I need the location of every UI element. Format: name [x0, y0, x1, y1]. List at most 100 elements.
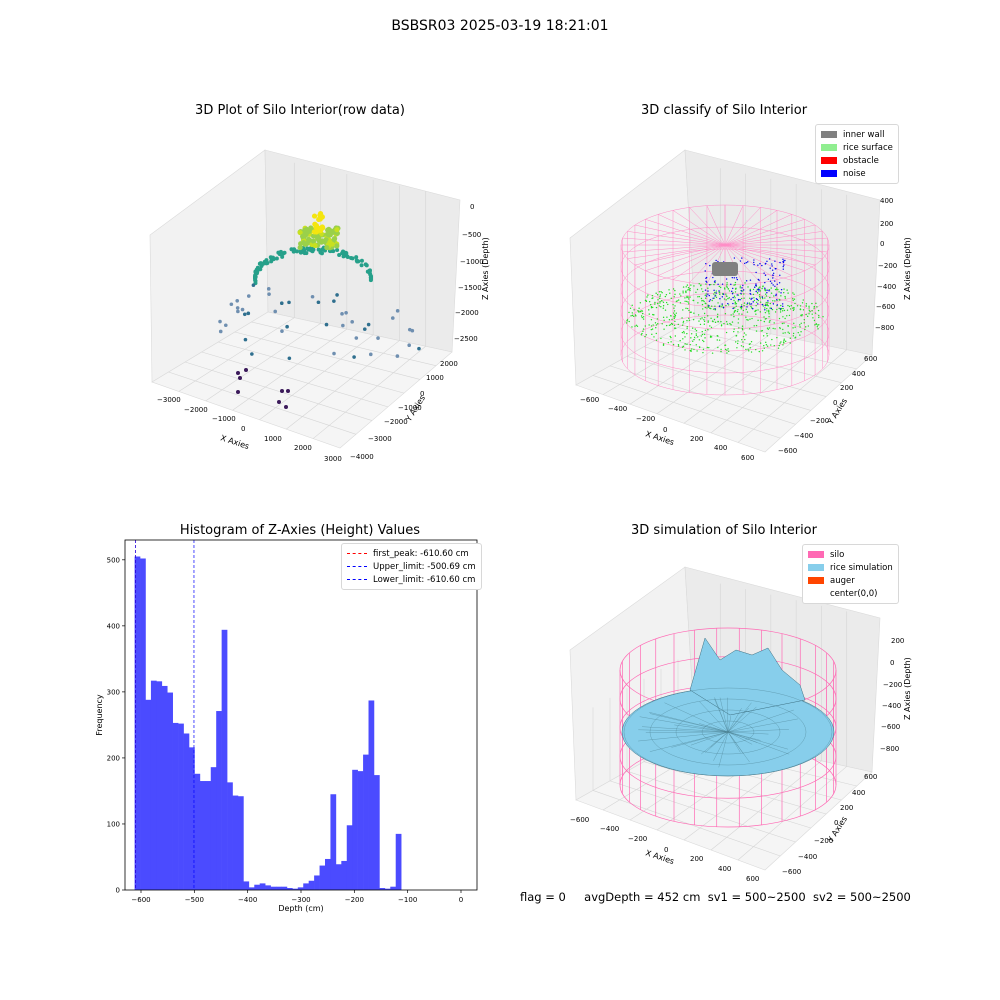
rice-point	[659, 295, 661, 298]
rice-point	[633, 309, 635, 311]
rice-point	[735, 303, 738, 305]
data-point	[335, 248, 340, 253]
rice-point	[766, 332, 768, 335]
rice-point	[801, 302, 804, 304]
rice-point	[684, 300, 686, 302]
histogram-bar	[199, 781, 206, 890]
rice-point	[657, 323, 659, 325]
surface-mesh	[671, 731, 729, 748]
rice-point	[656, 294, 659, 296]
rice-point	[786, 309, 789, 311]
rice-point	[769, 319, 771, 322]
rice-point	[793, 306, 795, 309]
rice-point	[778, 291, 780, 293]
rice-point	[674, 316, 676, 318]
rice-point	[721, 306, 723, 308]
rice-point	[668, 289, 670, 291]
rice-point	[736, 342, 739, 345]
rice-point	[729, 322, 731, 325]
histogram-bar	[373, 775, 380, 890]
noise-point	[772, 284, 774, 286]
data-point	[287, 356, 292, 361]
rice-point	[650, 328, 653, 331]
rice-point	[674, 305, 676, 307]
grid-line	[201, 351, 389, 408]
x-tick-label: −500	[185, 896, 204, 904]
noise-point	[705, 263, 707, 265]
panel3-legend: first_peak: -610.60 cm Upper_limit: -500…	[341, 543, 482, 590]
rice-point	[652, 306, 654, 309]
legend-line	[347, 566, 367, 567]
x-tick-label: −200	[636, 415, 655, 423]
rice-point	[693, 312, 695, 314]
rice-point	[663, 328, 665, 330]
z-tick-label: 0	[890, 659, 894, 667]
rice-point	[681, 331, 684, 334]
silo-wire	[658, 214, 726, 246]
panel2-chart: −600 −400 −200 0 200 400 600 −600 −400 −…	[569, 149, 912, 462]
z-axis-label: Z Axies (Depth)	[903, 657, 912, 720]
rice-point	[704, 297, 707, 299]
rice-point	[674, 313, 676, 316]
rice-point	[669, 292, 671, 294]
rice-point	[692, 318, 695, 321]
data-point	[311, 229, 317, 235]
noise-point	[719, 297, 721, 300]
rice-point	[749, 347, 751, 349]
z-tick-label: −800	[875, 324, 894, 332]
data-point	[300, 233, 306, 239]
noise-point	[715, 259, 717, 262]
rice-point	[779, 326, 781, 329]
rice-point	[762, 285, 764, 288]
rice-point	[707, 306, 710, 308]
rice-point	[788, 332, 791, 335]
rice-point	[704, 306, 707, 309]
rice-point	[652, 324, 654, 326]
rice-point	[771, 338, 773, 341]
legend-label: rice surface	[843, 142, 893, 153]
data-point	[286, 389, 290, 393]
data-point	[246, 311, 251, 316]
surface-mesh	[727, 731, 741, 753]
data-point	[278, 249, 283, 254]
rice-point	[689, 311, 691, 314]
rice-point	[682, 320, 685, 323]
rice-point	[686, 319, 688, 322]
rice-point	[737, 322, 739, 324]
rice-point	[737, 300, 739, 302]
rice-point	[682, 338, 684, 340]
data-point	[280, 254, 285, 259]
surface-mesh	[727, 708, 749, 733]
rice-point	[691, 327, 694, 329]
data-point	[366, 322, 371, 327]
silo-wire	[689, 244, 726, 283]
rice-point	[669, 324, 672, 326]
rice-point	[655, 339, 658, 342]
rice-point	[725, 285, 728, 287]
noise-point	[749, 290, 751, 292]
histogram-bar	[259, 883, 266, 890]
rice-point	[792, 292, 794, 294]
rice-point	[739, 306, 742, 309]
data-point	[269, 259, 274, 264]
histogram-bar	[297, 887, 304, 890]
rice-point	[730, 323, 732, 326]
rice-point	[695, 333, 697, 335]
noise-point	[714, 280, 716, 282]
x-tick-label: −600	[580, 396, 599, 404]
rice-point	[730, 314, 732, 316]
rice-point	[764, 297, 766, 299]
noise-point	[718, 290, 720, 292]
rice-point	[679, 302, 682, 304]
rice-point	[660, 299, 663, 302]
grid-line	[626, 770, 811, 829]
rice-point	[779, 311, 782, 313]
rice-point	[673, 327, 676, 329]
rice-point	[803, 322, 805, 324]
histogram-bar	[379, 888, 386, 890]
noise-point	[782, 265, 784, 268]
data-point	[302, 248, 307, 253]
rice-point	[770, 287, 772, 289]
rice-point	[755, 348, 757, 351]
rice-point	[661, 292, 663, 294]
